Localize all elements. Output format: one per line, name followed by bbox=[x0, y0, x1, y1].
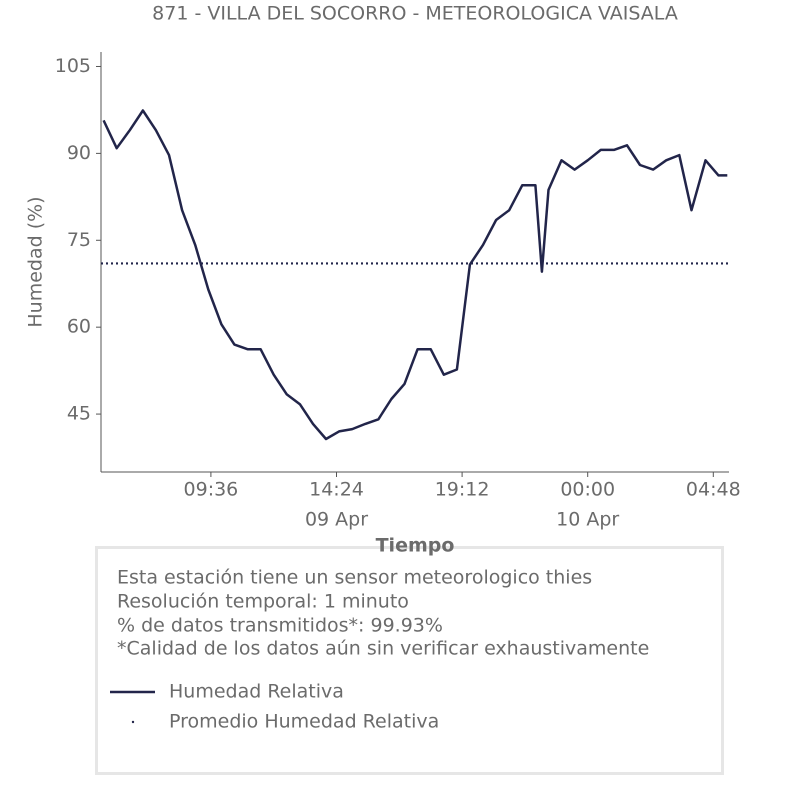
legend-label: Promedio Humedad Relativa bbox=[169, 711, 439, 733]
y-tick-label: 60 bbox=[67, 316, 91, 338]
annotation: % de datos transmitidos*: 99.93% bbox=[117, 615, 443, 637]
chart-title: 871 - VILLA DEL SOCORRO - METEOROLOGICA … bbox=[152, 3, 678, 25]
annotation: *Calidad de los datos aún sin verificar … bbox=[117, 638, 649, 660]
y-axis-label: Humedad (%) bbox=[25, 196, 47, 327]
annotation: Resolución temporal: 1 minuto bbox=[117, 591, 409, 613]
legend-marker bbox=[131, 720, 135, 724]
y-tick-label: 75 bbox=[67, 229, 91, 251]
x-date-label: 09 Apr bbox=[305, 509, 368, 531]
x-tick-label: 04:48 bbox=[686, 479, 741, 501]
y-tick-label: 45 bbox=[67, 403, 91, 425]
x-axis-label: Tiempo bbox=[376, 535, 455, 557]
x-tick-label: 00:00 bbox=[560, 479, 615, 501]
x-date-label: 10 Apr bbox=[556, 509, 619, 531]
info-box bbox=[95, 546, 724, 775]
x-tick-label: 19:12 bbox=[435, 479, 490, 501]
x-tick-label: 09:36 bbox=[184, 479, 239, 501]
legend-label: Humedad Relativa bbox=[169, 681, 344, 703]
y-tick-label: 105 bbox=[55, 55, 91, 77]
y-tick-label: 90 bbox=[67, 142, 91, 164]
annotation: Esta estación tiene un sensor meteorolog… bbox=[117, 567, 592, 589]
humidity-line bbox=[102, 109, 728, 441]
x-tick-label: 14:24 bbox=[309, 479, 364, 501]
